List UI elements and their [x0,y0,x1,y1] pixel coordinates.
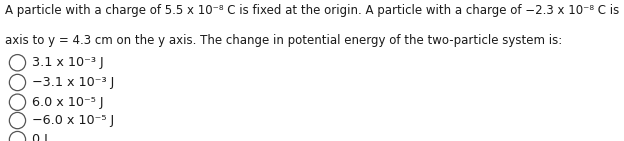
Text: axis to y = 4.3 cm on the y axis. The change in potential energy of the two-part: axis to y = 4.3 cm on the y axis. The ch… [5,34,562,47]
Text: 0 J: 0 J [32,133,48,141]
Text: 3.1 x 10⁻³ J: 3.1 x 10⁻³ J [32,56,104,69]
Text: A particle with a charge of 5.5 x 10⁻⁸ C is fixed at the origin. A particle with: A particle with a charge of 5.5 x 10⁻⁸ C… [5,4,624,17]
Text: 6.0 x 10⁻⁵ J: 6.0 x 10⁻⁵ J [32,96,104,109]
Text: −6.0 x 10⁻⁵ J: −6.0 x 10⁻⁵ J [32,114,115,127]
Text: −3.1 x 10⁻³ J: −3.1 x 10⁻³ J [32,76,115,89]
